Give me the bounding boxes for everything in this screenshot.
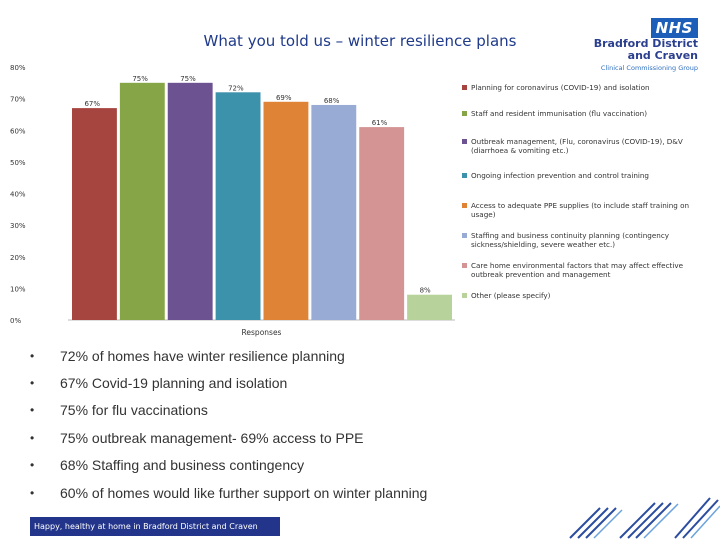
legend-label: Outbreak management, (Flu, coronavirus (… <box>471 137 683 155</box>
bar <box>119 82 165 320</box>
legend-swatch <box>462 233 467 238</box>
bar-chart: 0%10%20%30%40%50%60%70%80% 67%75% 75%72%6… <box>10 64 455 337</box>
bar <box>311 104 357 320</box>
bar-value-label: 8% <box>420 287 431 295</box>
legend-item: Planning for coronavirus (COVID-19) and … <box>462 83 707 92</box>
bullet-item: • 72% of homes have winter resilience pla… <box>30 342 427 369</box>
organisation-name-line-2: and Craven <box>627 49 698 62</box>
bar-value-label: 75% <box>180 75 196 83</box>
legend-label: Ongoing infection prevention and control… <box>471 171 649 180</box>
legend-swatch <box>462 203 467 208</box>
legend-item: Access to adequate PPE supplies (to incl… <box>462 201 707 219</box>
footer-banner: Happy, healthy at home in Bradford Distr… <box>30 517 280 536</box>
bar-value-label: 61% <box>372 119 388 127</box>
legend-label: Access to adequate PPE supplies (to incl… <box>471 201 690 219</box>
y-tick-label: 70% <box>10 96 26 104</box>
legend-swatch <box>462 263 467 268</box>
bar <box>263 101 309 320</box>
organisation-name: Bradford District and Craven <box>594 38 698 62</box>
y-tick-label: 60% <box>10 127 26 135</box>
legend-item: Outbreak management, (Flu, coronavirus (… <box>462 137 707 155</box>
organisation-subtitle: Clinical Commissioning Group <box>600 64 698 72</box>
bar <box>407 294 452 320</box>
y-tick-label: 0% <box>10 317 21 325</box>
bullet-marker: • <box>30 403 35 418</box>
decorative-stripes <box>569 497 720 539</box>
legend-swatch <box>462 111 467 116</box>
data-labels: 67% 75% 75% 72% 69% 68% 61% 8% <box>84 75 431 295</box>
bullet-marker: • <box>30 430 35 445</box>
legend-label: Care home environmental factors that may… <box>471 261 684 279</box>
organisation-name-line-1: Bradford District <box>593 37 698 50</box>
y-tick-label: 30% <box>10 222 26 230</box>
bullet-text: 75% outbreak management- 69% access to P… <box>60 429 364 446</box>
x-axis-label: Responses <box>242 328 282 337</box>
y-tick-label: 40% <box>10 191 26 199</box>
legend-item: Ongoing infection prevention and control… <box>462 171 707 180</box>
bar-value-label: 68% <box>324 97 340 105</box>
y-tick-label: 80% <box>10 64 26 72</box>
bullet-text: 60% of homes would like further support … <box>60 484 428 501</box>
legend-item: Care home environmental factors that may… <box>462 261 707 279</box>
legend-swatch <box>462 293 467 298</box>
y-tick-label: 50% <box>10 159 26 167</box>
bullet-item: • 75% for flu vaccinations <box>30 397 427 424</box>
y-tick-label: 20% <box>10 254 26 262</box>
bullet-marker: • <box>30 458 35 473</box>
legend-swatch <box>462 173 467 178</box>
bar-value-label: 67% <box>84 100 100 108</box>
nhs-badge: NHS <box>650 18 698 38</box>
bullet-item: • 75% outbreak management- 69% access to … <box>30 424 427 451</box>
page-title: What you told us – winter resilience pla… <box>203 32 517 50</box>
bullet-text: 68% Staffing and business contingency <box>60 457 305 474</box>
legend-swatch <box>462 85 467 90</box>
summary-bullet-list: • 72% of homes have winter resilience pla… <box>30 342 427 506</box>
legend-swatch <box>462 139 467 144</box>
bars <box>72 82 452 321</box>
legend-label: Staff and resident immunisation (flu vac… <box>471 109 648 118</box>
legend-item: Staffing and business continuity plannin… <box>462 231 707 249</box>
bullet-marker: • <box>30 348 35 363</box>
bullet-marker: • <box>30 376 35 391</box>
bullet-text: 72% of homes have winter resilience plan… <box>60 347 345 364</box>
bar <box>359 127 405 321</box>
bullet-item: • 67% Covid-19 planning and isolation <box>30 369 427 396</box>
bullet-marker: • <box>30 485 35 500</box>
y-tick-label: 10% <box>10 285 26 293</box>
nhs-logo: NHS Bradford District and Craven Clinica… <box>590 18 710 78</box>
bullet-text: 75% for flu vaccinations <box>60 402 208 419</box>
bar-value-label: 75% <box>132 75 148 83</box>
bar <box>215 92 261 320</box>
bar <box>72 108 117 320</box>
bar <box>167 82 213 320</box>
legend-label: Staffing and business continuity plannin… <box>471 231 670 249</box>
bar-value-label: 72% <box>228 84 244 92</box>
bar-value-label: 69% <box>276 94 292 102</box>
bullet-text: 67% Covid-19 planning and isolation <box>60 375 288 392</box>
legend-label: Planning for coronavirus (COVID-19) and … <box>471 83 650 92</box>
bullet-item: • 68% Staffing and business contingency <box>30 452 427 479</box>
bullet-item: • 60% of homes would like further support… <box>30 479 427 506</box>
legend-item: Other (please specify) <box>462 291 707 300</box>
legend-item: Staff and resident immunisation (flu vac… <box>462 109 707 118</box>
legend-label: Other (please specify) <box>471 291 551 300</box>
